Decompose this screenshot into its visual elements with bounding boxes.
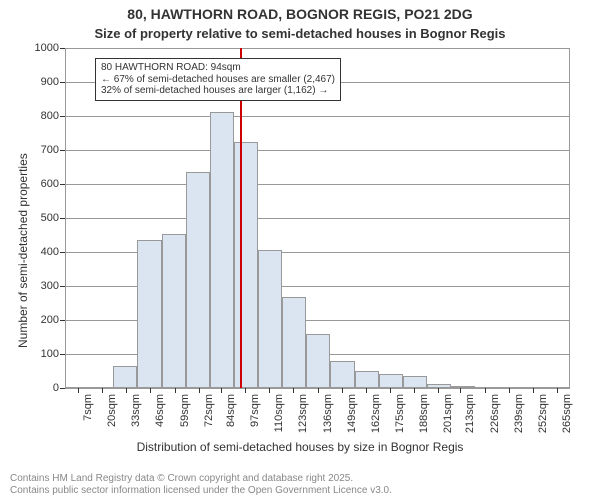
- xtick-label: 84sqm: [221, 388, 237, 427]
- ytick-label: 700: [41, 144, 65, 156]
- histogram-bar: [113, 366, 137, 388]
- histogram-bar: [330, 361, 354, 388]
- axis-border: [65, 48, 66, 388]
- ytick-label: 900: [41, 76, 65, 88]
- histogram-bar: [379, 374, 403, 388]
- y-axis-label: Number of semi-detached properties: [16, 153, 30, 348]
- histogram-bar: [355, 371, 379, 388]
- ytick-label: 400: [41, 246, 65, 258]
- xtick-label: 162sqm: [366, 388, 382, 433]
- xtick-label: 226sqm: [485, 388, 501, 433]
- xtick-label: 136sqm: [318, 388, 334, 433]
- xtick-label: 110sqm: [269, 388, 285, 432]
- histogram-bar: [234, 142, 258, 389]
- gridline: [65, 184, 570, 185]
- annotation-line2: ← 67% of semi-detached houses are smalle…: [101, 74, 335, 86]
- xtick-label: 201sqm: [438, 388, 454, 433]
- xtick-label: 149sqm: [342, 388, 358, 433]
- histogram-bar: [258, 250, 282, 388]
- xtick-label: 252sqm: [533, 388, 549, 433]
- xtick-label: 46sqm: [150, 388, 166, 427]
- ytick-label: 500: [41, 212, 65, 224]
- histogram-bar: [186, 172, 210, 388]
- ytick-label: 300: [41, 280, 65, 292]
- annotation-box: 80 HAWTHORN ROAD: 94sqm ← 67% of semi-de…: [95, 58, 341, 101]
- x-axis-label: Distribution of semi-detached houses by …: [0, 440, 600, 454]
- ytick-label: 800: [41, 110, 65, 122]
- ytick-label: 0: [53, 382, 65, 394]
- ytick-label: 600: [41, 178, 65, 190]
- axis-border: [65, 387, 570, 388]
- xtick-label: 265sqm: [557, 388, 573, 433]
- xtick-label: 7sqm: [78, 388, 94, 421]
- histogram-bar: [282, 297, 306, 388]
- xtick-label: 97sqm: [245, 388, 261, 427]
- histogram-bar: [137, 240, 161, 388]
- gridline: [65, 218, 570, 219]
- xtick-label: 213sqm: [460, 388, 476, 433]
- axis-border: [569, 48, 570, 388]
- footer-line1: Contains HM Land Registry data © Crown c…: [10, 473, 392, 485]
- gridline: [65, 150, 570, 151]
- annotation-line1: 80 HAWTHORN ROAD: 94sqm: [101, 62, 335, 74]
- xtick-label: 123sqm: [293, 388, 309, 433]
- ytick-label: 100: [41, 348, 65, 360]
- histogram-bar: [306, 334, 330, 388]
- footer-text: Contains HM Land Registry data © Crown c…: [10, 473, 392, 496]
- xtick-label: 239sqm: [509, 388, 525, 433]
- xtick-label: 20sqm: [102, 388, 118, 427]
- ytick-label: 1000: [35, 42, 65, 54]
- gridline: [65, 116, 570, 117]
- xtick-label: 72sqm: [199, 388, 215, 427]
- xtick-label: 188sqm: [414, 388, 430, 433]
- chart-title-line2: Size of property relative to semi-detach…: [0, 26, 600, 41]
- histogram-bar: [162, 234, 186, 388]
- chart-container: 80, HAWTHORN ROAD, BOGNOR REGIS, PO21 2D…: [0, 0, 600, 500]
- chart-title-line1: 80, HAWTHORN ROAD, BOGNOR REGIS, PO21 2D…: [0, 6, 600, 22]
- xtick-label: 175sqm: [390, 388, 406, 433]
- axis-border: [65, 48, 570, 49]
- histogram-bar: [210, 112, 234, 388]
- footer-line2: Contains public sector information licen…: [10, 485, 392, 497]
- xtick-label: 33sqm: [126, 388, 142, 427]
- xtick-label: 59sqm: [175, 388, 191, 427]
- ytick-label: 200: [41, 314, 65, 326]
- annotation-line3: 32% of semi-detached houses are larger (…: [101, 85, 335, 97]
